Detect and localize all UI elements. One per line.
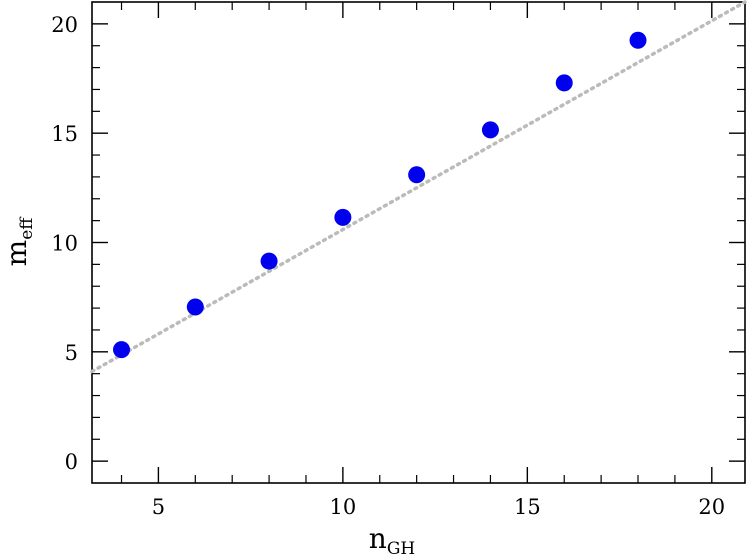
reference-line (90, 0, 747, 374)
y-tick-label: 5 (65, 341, 78, 365)
reference-line-layer (90, 0, 747, 374)
data-point (186, 298, 204, 316)
data-points (113, 31, 647, 359)
x-tick-label: 20 (698, 495, 725, 519)
data-point (113, 341, 131, 359)
x-tick-label: 15 (514, 495, 541, 519)
y-tick-label: 0 (65, 450, 78, 474)
data-point (481, 121, 499, 139)
y-tick-label: 20 (51, 13, 78, 37)
axes (91, 1, 746, 484)
axis-labels: nGH meff (0, 216, 415, 559)
ticks: 5 10 15 20 0 5 10 15 20 (51, 2, 745, 519)
data-point (629, 31, 647, 49)
data-point (555, 74, 573, 92)
x-tick-label: 5 (152, 495, 165, 519)
x-axis-label: nGH (369, 522, 415, 559)
y-tick-label: 10 (51, 232, 78, 256)
y-tick-label: 15 (51, 122, 78, 146)
y-axis-label: meff (0, 216, 37, 267)
data-point (408, 166, 426, 184)
x-tick-label: 10 (330, 495, 357, 519)
data-point (334, 208, 352, 226)
plot-frame (91, 1, 746, 484)
data-point (260, 252, 278, 270)
